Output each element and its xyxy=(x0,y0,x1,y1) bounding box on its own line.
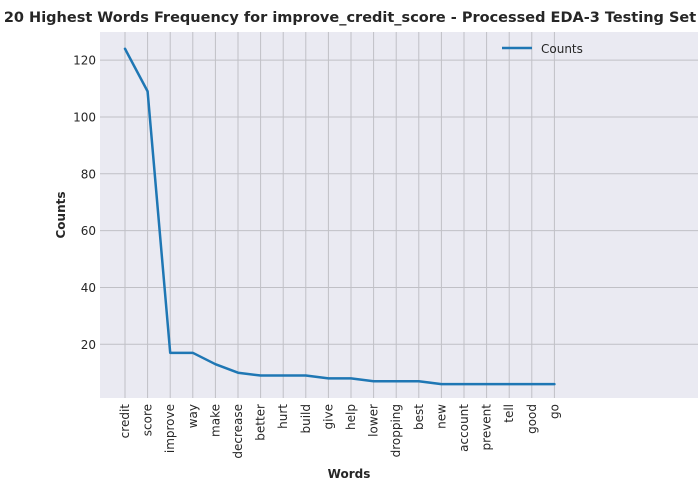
series-line-counts xyxy=(123,47,556,386)
x-tick-label: score xyxy=(141,404,155,436)
x-tick-label: better xyxy=(254,404,268,441)
plot-area xyxy=(100,32,698,398)
x-tick-label: credit xyxy=(118,404,132,439)
chart-title: 20 Highest Words Frequency for improve_c… xyxy=(4,10,696,26)
x-axis-label: Words xyxy=(328,467,371,481)
legend-label-counts: Counts xyxy=(541,42,583,56)
x-tick-label: way xyxy=(186,404,200,428)
x-tick-label: prevent xyxy=(480,404,494,451)
x-tick-labels: credit score improve way make decrease better h… xyxy=(118,404,561,459)
x-tick-label: tell xyxy=(502,404,516,423)
x-tick-label: decrease xyxy=(231,404,245,459)
x-tick-label: give xyxy=(321,404,335,429)
x-tick-label: make xyxy=(208,404,222,437)
x-tick-label: lower xyxy=(367,404,381,437)
x-tick-label: good xyxy=(525,404,539,434)
x-tick-label: help xyxy=(344,404,358,430)
y-tick-label: 120 xyxy=(73,54,96,68)
x-tick-label: go xyxy=(547,404,561,419)
y-tick-label: 40 xyxy=(81,281,96,295)
x-tick-label: hurt xyxy=(276,404,290,429)
y-tick-label: 80 xyxy=(81,167,96,181)
x-tick-label: build xyxy=(299,404,313,434)
y-tick-labels: 20 40 60 80 100 120 xyxy=(73,54,96,352)
x-tick-label: improve xyxy=(163,404,177,453)
series-layer xyxy=(123,47,556,386)
grid-lines xyxy=(100,32,698,398)
y-tick-label: 100 xyxy=(73,110,96,124)
y-tick-label: 20 xyxy=(81,338,96,352)
legend: Counts xyxy=(502,42,583,56)
x-tick-label: best xyxy=(412,404,426,430)
y-tick-label: 60 xyxy=(81,224,96,238)
x-tick-label: account xyxy=(457,404,471,452)
y-axis-label: Counts xyxy=(54,191,68,238)
x-tick-label: dropping xyxy=(389,404,403,457)
x-tick-label: new xyxy=(434,404,448,429)
